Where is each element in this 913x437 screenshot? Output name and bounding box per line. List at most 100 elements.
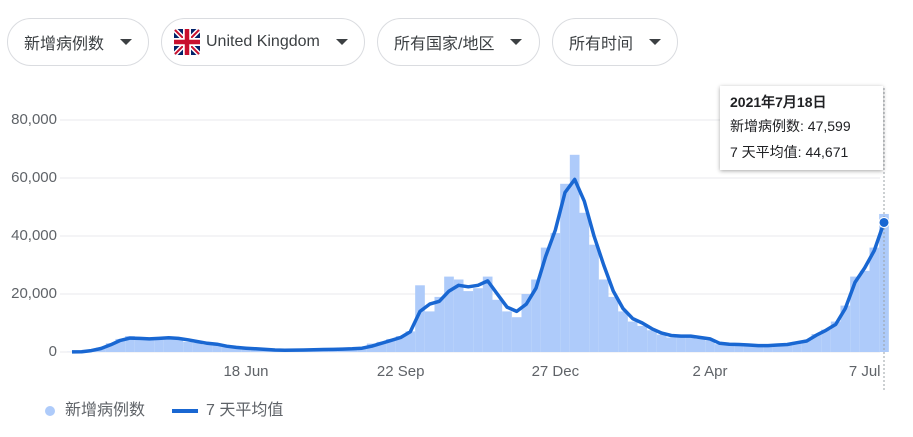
bar bbox=[183, 341, 193, 352]
bar bbox=[115, 338, 126, 352]
legend-swatch bbox=[45, 406, 55, 416]
metric-filter[interactable]: 新增病例数 bbox=[7, 18, 149, 66]
bar bbox=[357, 347, 367, 352]
bar bbox=[714, 344, 725, 352]
country-filter[interactable]: United Kingdom bbox=[161, 18, 365, 66]
bar bbox=[405, 331, 416, 352]
bar bbox=[308, 349, 319, 352]
bar bbox=[618, 311, 628, 352]
bar bbox=[299, 349, 309, 352]
bar bbox=[637, 325, 648, 352]
legend-label: 7 天平均值 bbox=[206, 401, 283, 419]
bar bbox=[521, 294, 532, 352]
bar bbox=[212, 345, 222, 352]
bar bbox=[463, 291, 474, 352]
bar bbox=[840, 305, 851, 352]
bar bbox=[859, 270, 870, 352]
bar bbox=[473, 288, 483, 352]
bar bbox=[192, 342, 203, 352]
region-filter[interactable]: 所有国家/地区 bbox=[377, 18, 540, 66]
bar bbox=[424, 311, 435, 352]
filter-label: 所有时间 bbox=[569, 36, 634, 53]
bar bbox=[318, 349, 329, 352]
bar bbox=[801, 340, 812, 352]
bar bbox=[260, 349, 271, 352]
x-tick-label: 2 Apr bbox=[692, 363, 727, 380]
bar bbox=[763, 345, 773, 352]
bar bbox=[96, 347, 106, 352]
bar bbox=[386, 338, 396, 352]
bar bbox=[444, 276, 454, 352]
tooltip-title: 2021年7月18日 bbox=[730, 94, 827, 110]
filter-label: 所有国家/地区 bbox=[394, 36, 495, 53]
y-tick-label: 20,000 bbox=[11, 285, 57, 302]
bar bbox=[830, 321, 841, 352]
bar bbox=[154, 337, 164, 352]
bar bbox=[821, 329, 831, 352]
bar bbox=[395, 336, 406, 352]
bar bbox=[511, 317, 522, 352]
tooltip-line: 7 天平均值: 44,671 bbox=[730, 144, 849, 160]
bar bbox=[666, 337, 677, 352]
x-tick-label: 18 Jun bbox=[223, 363, 268, 380]
bar bbox=[743, 345, 754, 352]
bar bbox=[531, 279, 541, 352]
bar bbox=[415, 285, 425, 352]
x-tick-label: 7 Jul bbox=[849, 363, 881, 380]
bar bbox=[337, 348, 348, 352]
bar bbox=[753, 346, 764, 352]
bar bbox=[850, 276, 860, 352]
x-tick-label: 22 Sep bbox=[377, 363, 425, 380]
bar bbox=[250, 349, 261, 352]
uk-flag bbox=[174, 29, 200, 55]
bar bbox=[811, 334, 822, 352]
x-tick-label: 27 Dec bbox=[532, 363, 580, 380]
bar bbox=[792, 341, 802, 352]
time-filter[interactable]: 所有时间 bbox=[552, 18, 678, 66]
filter-label: 新增病例数 bbox=[24, 36, 105, 53]
bar bbox=[656, 334, 667, 352]
bar bbox=[144, 339, 155, 352]
bar bbox=[724, 344, 735, 352]
bar bbox=[482, 276, 493, 352]
bar bbox=[734, 344, 744, 352]
legend-label: 新增病例数 bbox=[65, 401, 145, 419]
bar bbox=[782, 344, 793, 352]
bar bbox=[125, 336, 135, 352]
bar bbox=[289, 349, 300, 352]
bar bbox=[86, 350, 97, 352]
bar bbox=[502, 311, 512, 352]
bar bbox=[366, 343, 377, 352]
bar bbox=[347, 348, 358, 352]
y-tick-label: 40,000 bbox=[11, 227, 57, 244]
y-tick-label: 60,000 bbox=[11, 169, 57, 186]
bar bbox=[598, 279, 609, 352]
filter-label: United Kingdom bbox=[206, 33, 320, 50]
bar bbox=[627, 321, 638, 352]
bar bbox=[695, 338, 706, 352]
tooltip: 2021年7月18日 新增病例数: 47,599 7 天平均值: 44,671 bbox=[720, 86, 883, 170]
bar bbox=[453, 279, 464, 352]
bar bbox=[105, 343, 116, 352]
bar bbox=[685, 337, 696, 352]
bar bbox=[492, 299, 503, 352]
bar bbox=[270, 350, 280, 352]
y-tick-label: 80,000 bbox=[11, 111, 57, 128]
bar bbox=[579, 212, 590, 352]
bar bbox=[540, 247, 551, 352]
bar bbox=[376, 341, 387, 352]
bar bbox=[241, 348, 251, 352]
bar bbox=[134, 338, 145, 352]
bar bbox=[279, 349, 290, 352]
bar bbox=[705, 340, 715, 352]
tooltip-line: 新增病例数: 47,599 bbox=[730, 118, 851, 134]
bar bbox=[173, 338, 184, 352]
bar bbox=[676, 334, 686, 352]
bar bbox=[550, 233, 561, 352]
bar bbox=[231, 347, 242, 352]
bar bbox=[328, 349, 338, 352]
bar bbox=[647, 330, 657, 352]
hover-point bbox=[878, 216, 890, 228]
bar bbox=[772, 345, 783, 352]
